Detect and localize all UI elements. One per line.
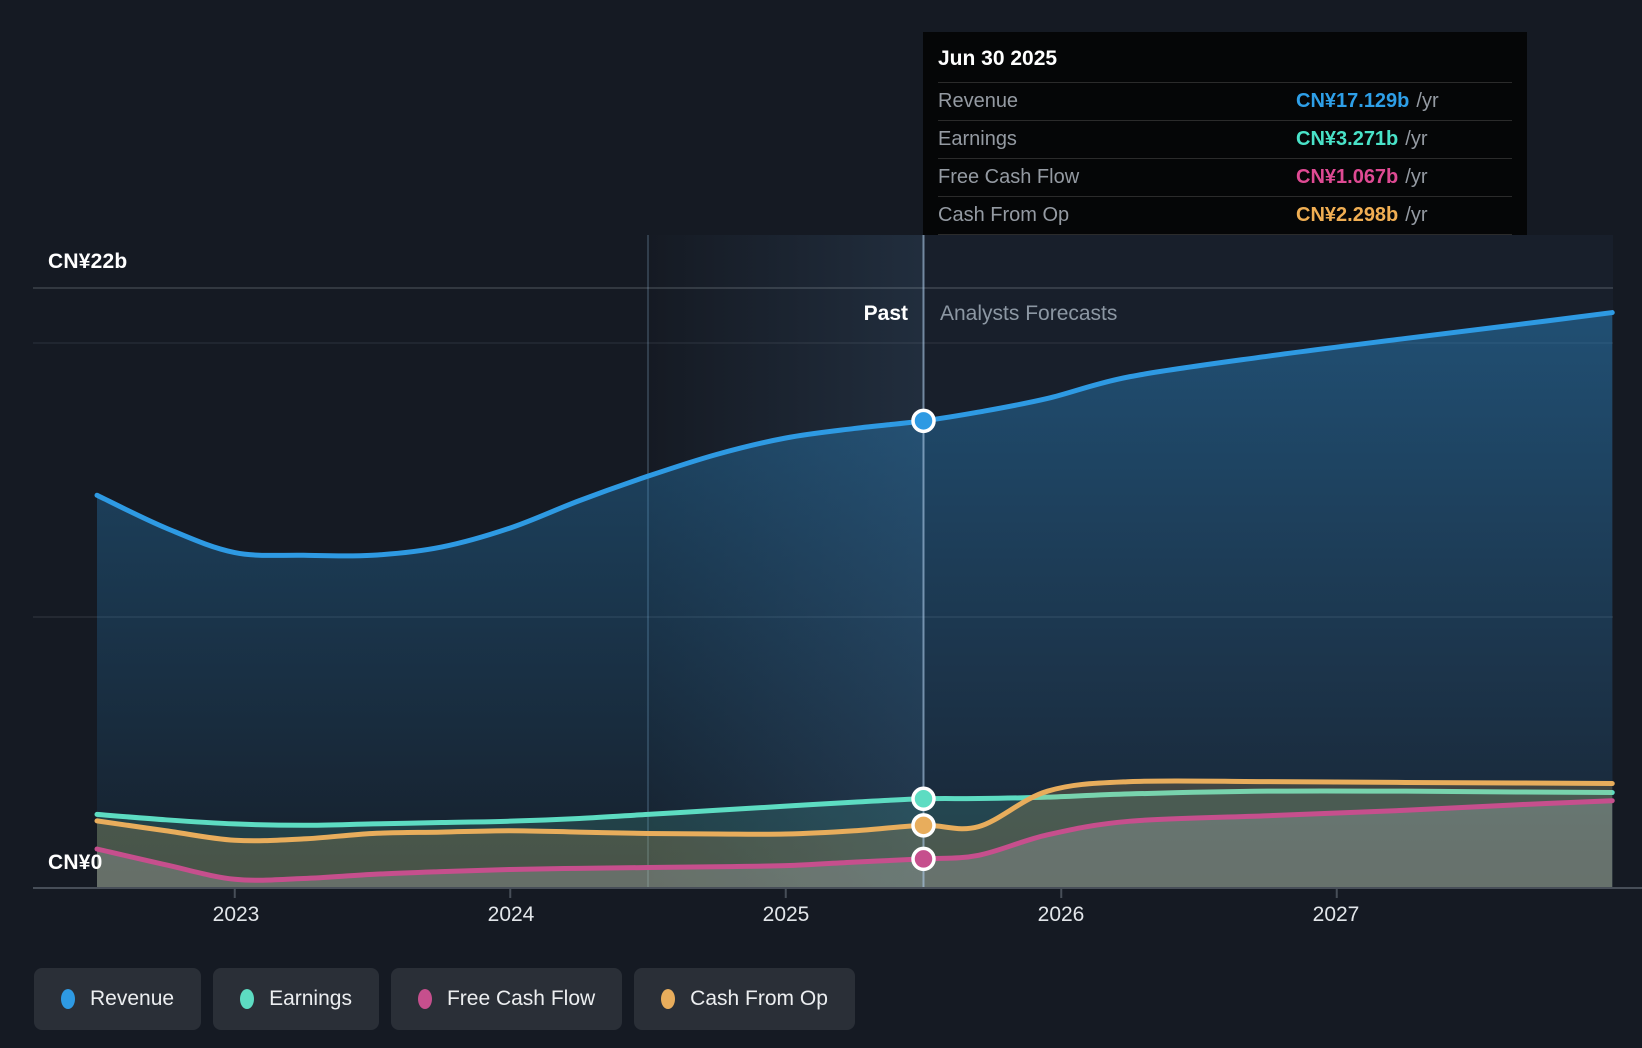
earnings-line bbox=[94, 788, 1615, 828]
free-cash-flow-line bbox=[94, 798, 1615, 883]
y-axis-label-top: CN¥22b bbox=[48, 250, 128, 273]
cash-from-op-area bbox=[97, 780, 1613, 888]
tooltip-row-earnings: Earnings CN¥3.271b /yr bbox=[938, 120, 1512, 158]
tooltip-value: CN¥3.271b bbox=[1296, 128, 1399, 150]
revenue-area bbox=[97, 312, 1613, 889]
tooltip-row-cash-from-op: Cash From Op CN¥2.298b /yr bbox=[938, 196, 1512, 235]
revenue-line bbox=[94, 310, 1615, 559]
legend-revenue-toggle[interactable]: Revenue bbox=[34, 968, 202, 1030]
analysts-forecasts-label: Analysts Forecasts bbox=[940, 302, 1118, 325]
cash-from-op-line bbox=[94, 778, 1615, 844]
tooltip-date: Jun 30 2025 bbox=[938, 47, 1058, 70]
tooltip-unit: /yr bbox=[1405, 204, 1428, 226]
tooltip-label: Free Cash Flow bbox=[938, 166, 1080, 188]
legend-label: Revenue bbox=[90, 987, 175, 1010]
x-axis-label-2023: 2023 bbox=[212, 903, 260, 926]
tooltip-value: CN¥2.298b bbox=[1296, 204, 1399, 226]
legend-earnings-toggle[interactable]: Earnings bbox=[213, 968, 379, 1030]
tooltip-unit: /yr bbox=[1405, 166, 1428, 188]
legend-label: Cash From Op bbox=[690, 987, 828, 1010]
x-axis-label-2027: 2027 bbox=[1312, 903, 1360, 926]
free-cash-flow-area bbox=[97, 800, 1613, 888]
cash-from-op-marker bbox=[911, 813, 936, 838]
x-axis-label-2026: 2026 bbox=[1037, 903, 1085, 926]
x-axis-label-2024: 2024 bbox=[487, 903, 535, 926]
free-cash-flow-marker bbox=[911, 846, 936, 872]
revenue-marker bbox=[911, 408, 936, 434]
earnings-marker bbox=[911, 786, 936, 812]
tooltip-label: Cash From Op bbox=[938, 204, 1070, 226]
y-axis-label-zero: CN¥0 bbox=[48, 851, 103, 874]
tooltip-row-free-cash-flow: Free Cash Flow CN¥1.067b /yr bbox=[938, 158, 1512, 196]
free-cash-flow-dot-icon bbox=[417, 989, 432, 1009]
legend-cash-from-op-toggle[interactable]: Cash From Op bbox=[634, 968, 855, 1030]
revenue-dot-icon bbox=[61, 989, 75, 1009]
tooltip-value: CN¥1.067b bbox=[1296, 166, 1399, 188]
legend-label: Earnings bbox=[269, 987, 352, 1010]
tooltip-unit: /yr bbox=[1405, 128, 1428, 150]
tooltip-unit: /yr bbox=[1416, 90, 1439, 112]
tooltip-label: Earnings bbox=[938, 128, 1017, 150]
cash-from-op-dot-icon bbox=[661, 989, 676, 1009]
tooltip-value: CN¥17.129b bbox=[1296, 90, 1410, 112]
hover-tooltip: Jun 30 2025 Revenue CN¥17.129b /yr Earni… bbox=[923, 32, 1527, 235]
tooltip-label: Revenue bbox=[938, 90, 1019, 112]
earnings-dot-icon bbox=[240, 989, 255, 1009]
x-axis-label-2025: 2025 bbox=[762, 903, 810, 926]
tooltip-row-revenue: Revenue CN¥17.129b /yr bbox=[938, 82, 1512, 120]
legend-label: Free Cash Flow bbox=[446, 987, 596, 1010]
legend-free-cash-flow-toggle[interactable]: Free Cash Flow bbox=[390, 968, 623, 1030]
past-label: Past bbox=[863, 302, 908, 325]
legend: Revenue Earnings Free Cash Flow Cash Fro… bbox=[34, 968, 855, 1030]
